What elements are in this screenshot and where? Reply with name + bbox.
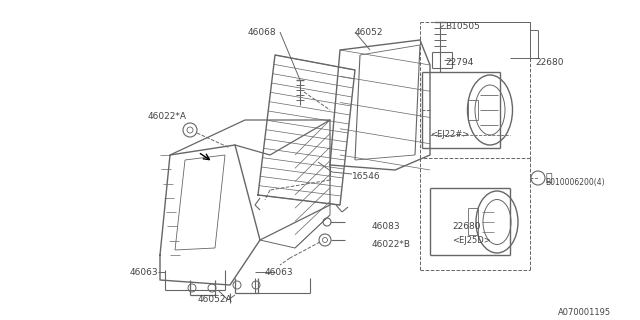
- Text: 46052: 46052: [355, 28, 383, 37]
- Text: A070001195: A070001195: [558, 308, 611, 317]
- Text: 46063: 46063: [265, 268, 294, 277]
- Text: 22794: 22794: [445, 58, 474, 67]
- Text: <EJ25D>: <EJ25D>: [452, 236, 491, 245]
- Text: B010006200(4): B010006200(4): [545, 178, 605, 187]
- Text: 46068: 46068: [248, 28, 276, 37]
- Text: <EJ22#>: <EJ22#>: [430, 130, 469, 139]
- Text: 46063: 46063: [130, 268, 159, 277]
- Text: 46022*B: 46022*B: [372, 240, 411, 249]
- Text: Ⓑ: Ⓑ: [545, 173, 552, 183]
- Text: 46052A: 46052A: [198, 295, 232, 304]
- Text: 16546: 16546: [352, 172, 381, 181]
- Text: 46083: 46083: [372, 222, 401, 231]
- Text: 46022*A: 46022*A: [148, 112, 187, 121]
- Text: 22680: 22680: [452, 222, 481, 231]
- Text: 22680: 22680: [535, 58, 563, 67]
- Text: B10505: B10505: [445, 22, 480, 31]
